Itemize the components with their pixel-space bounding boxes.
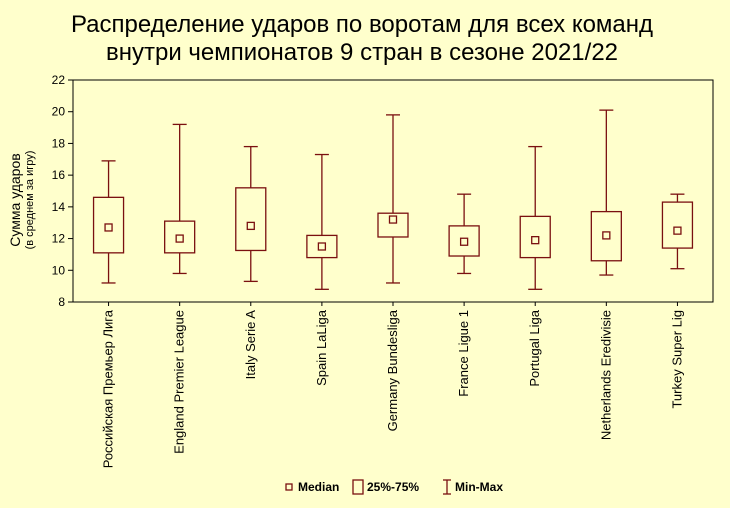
y-axis-label-sub: (в среднем за игру) [24, 151, 36, 250]
x-tick-label: Portugal Liga [527, 309, 542, 386]
median-marker [531, 236, 540, 245]
iqr-box [448, 225, 480, 257]
legend-box-icon [352, 479, 364, 495]
y-tick-label: 16 [52, 168, 66, 182]
y-tick-label: 14 [52, 200, 66, 214]
iqr-box [235, 187, 267, 252]
boxplot-series [92, 109, 694, 290]
y-tick-label: 20 [52, 105, 66, 119]
median-marker [104, 223, 113, 232]
box-group [519, 145, 551, 290]
legend-label-median: Median [298, 480, 339, 494]
box-group [590, 109, 622, 276]
legend-median-square-icon [285, 483, 293, 491]
y-tick-label: 22 [52, 73, 66, 87]
median-marker [459, 237, 469, 246]
x-tick-label: Turkey Super Lig [669, 310, 684, 409]
y-tick-label: 12 [52, 232, 66, 246]
x-tick-label: Spain LaLiga [314, 309, 329, 386]
iqr-box [590, 210, 622, 262]
y-axis-ticks: 8 10 12 14 16 18 20 22 [52, 73, 73, 309]
box-group [235, 145, 267, 283]
y-tick-label: 8 [58, 295, 65, 309]
box-group [92, 160, 125, 284]
median-marker [317, 242, 327, 251]
iqr-box [164, 220, 196, 254]
box-group [164, 123, 196, 275]
median-marker [246, 221, 255, 231]
x-tick-label: Netherlands Eredivisie [598, 310, 613, 440]
box-group [448, 193, 480, 275]
iqr-box [519, 215, 551, 259]
x-tick-label: France Ligue 1 [456, 310, 471, 397]
box-group [306, 153, 338, 290]
iqr-box [377, 212, 409, 238]
median-marker [673, 226, 682, 235]
x-tick-label: Italy Serie A [243, 310, 258, 380]
chart-title-line-1: Распределение ударов по воротам для всех… [71, 11, 653, 38]
legend-label-box: 25%-75% [367, 480, 419, 494]
legend-label-whisker: Min-Max [455, 480, 503, 494]
iqr-box [661, 201, 694, 249]
x-tick-label: Российская Премьер Лига [101, 309, 116, 468]
median-marker [388, 215, 398, 224]
y-axis-label-main: Сумма ударов [7, 153, 23, 246]
y-tick-label: 18 [52, 136, 66, 150]
box-group [661, 193, 694, 270]
box-group [377, 114, 409, 284]
chart-title-line-2: внутри чемпионатов 9 стран в сезоне 2021… [106, 39, 618, 66]
median-marker [602, 231, 611, 240]
iqr-box [92, 196, 125, 254]
median-marker [175, 234, 184, 243]
iqr-box [306, 234, 338, 259]
x-tick-label: England Premier League [172, 310, 187, 454]
x-tick-label: Germany Bundesliga [385, 309, 400, 431]
x-axis-labels: Российская Премьер Лига England Premier L… [101, 302, 684, 468]
y-axis-label: Сумма ударов (в среднем за игру) [7, 151, 36, 250]
y-tick-label: 10 [52, 263, 66, 277]
legend: Median 25%-75% Min-Max [285, 479, 503, 495]
